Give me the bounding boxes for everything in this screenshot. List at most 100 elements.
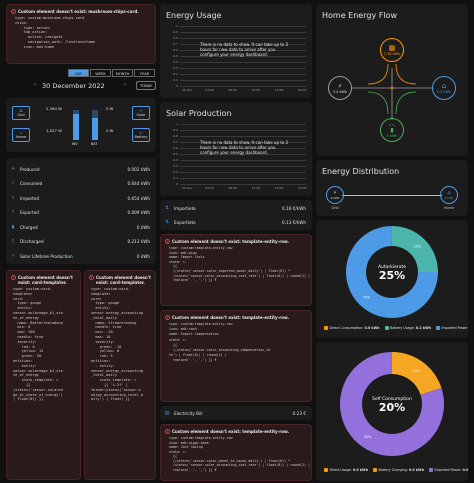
energy-list-row[interactable]: ▯ Discharged 0.213 kWh bbox=[6, 235, 156, 249]
donut-slice[interactable] bbox=[392, 226, 438, 272]
slice-label: 25% bbox=[414, 245, 421, 249]
transmission-tower-icon: ⇅ bbox=[165, 205, 169, 211]
x-tick-label: 30 Dec bbox=[182, 88, 193, 92]
gridline bbox=[180, 160, 306, 161]
row-label: Exportiete bbox=[174, 219, 196, 225]
gridline bbox=[180, 124, 306, 125]
battery-box[interactable]: ▭ Battery bbox=[132, 128, 150, 142]
home-node[interactable]: ⌂ 1.3 kWh bbox=[432, 76, 456, 100]
period-year-button[interactable]: YEAR bbox=[134, 69, 155, 77]
import-costs-error-card: ! Custom element doesn't exist: template-… bbox=[160, 234, 312, 306]
home-label: Home bbox=[15, 135, 27, 139]
today-button[interactable]: TODAY bbox=[136, 81, 156, 90]
solar-label: Solar bbox=[136, 113, 146, 117]
cost-saving-error-card: ! Custom element doesn't exist: template-… bbox=[160, 424, 312, 481]
slice-label: 75% bbox=[363, 295, 370, 299]
receipt-icon: ▤ bbox=[164, 410, 170, 416]
legend-value: 0.0 kWh bbox=[364, 326, 380, 330]
home-box[interactable]: ⌂ Home bbox=[12, 128, 30, 142]
card-title: Energy Usage bbox=[166, 11, 222, 20]
legend-name: Direct Usage bbox=[329, 468, 351, 472]
prev-date-icon[interactable]: ‹ bbox=[34, 82, 36, 88]
legend-item[interactable]: Battery Usage: 0.2 kWh bbox=[384, 326, 431, 330]
import-price-row[interactable]: ⇅ Importiete 0.16 €/kWh bbox=[160, 201, 312, 215]
gridline bbox=[180, 142, 306, 143]
legend-value: 0.0 kWh bbox=[408, 468, 425, 472]
donut-slice[interactable] bbox=[340, 352, 444, 456]
period-day-button[interactable]: DAY bbox=[68, 69, 89, 77]
error-icon: ! bbox=[11, 275, 16, 280]
grid-box[interactable]: ⌘ Grid bbox=[12, 106, 30, 120]
export-price-row[interactable]: ⇅ Exportiete 0.13 €/kWh bbox=[160, 215, 312, 229]
y-tick-label: 0.1 bbox=[173, 78, 178, 82]
legend-item[interactable]: Battery Charging: 0.0 kWh bbox=[373, 468, 424, 472]
energy-list-row[interactable]: ⇧ Exported 0.009 kWh bbox=[6, 206, 156, 220]
x-tick-label: 04:00 bbox=[205, 186, 214, 190]
row-value: 0.213 kWh bbox=[127, 239, 150, 244]
next-date-icon[interactable]: › bbox=[124, 82, 126, 88]
gridline bbox=[180, 44, 306, 45]
solar-right-value: 0 W bbox=[106, 128, 114, 133]
legend-item[interactable]: Direct Usage: 0.0 kWh bbox=[324, 468, 368, 472]
legend-swatch bbox=[324, 468, 328, 472]
dist-grid-node[interactable]: ⚡ 0 kWh bbox=[326, 186, 344, 204]
error-code: type: custom:card- templater card: type:… bbox=[91, 287, 143, 402]
legend-value: 0.0 kWh bbox=[352, 468, 369, 472]
transmission-tower-icon: ⚡ bbox=[333, 190, 337, 196]
energy-usage-chart: 1 0.9 0.8 0.7 0.6 0.5 0.4 0.3 0.2 0.1 0 30 Dec 04:00… bbox=[160, 22, 312, 94]
y-tick-label: 0.6 bbox=[173, 146, 178, 150]
row-value: 0 kWh bbox=[136, 224, 150, 230]
energy-list-row[interactable]: ⚡ Consumed 0.644 kWh bbox=[6, 177, 156, 191]
energy-usage-card: Energy Usage 1 0.9 0.8 0.7 0.6 0.5 0.4 0.3 0.2 0.… bbox=[160, 4, 312, 98]
period-month-button[interactable]: MONTH bbox=[112, 69, 133, 77]
y-tick-label: 0.6 bbox=[173, 48, 178, 52]
transmission-tower-icon: ⚡ bbox=[337, 82, 343, 90]
x-tick-label: 08:00 bbox=[228, 88, 238, 92]
x-tick-label: 04:00 bbox=[205, 88, 214, 92]
mushroom-chips-error-card: ! Custom element doesn't exist: mushroom-… bbox=[6, 4, 156, 64]
error-icon: ! bbox=[89, 275, 94, 280]
power-distribution-card: ⌘ Grid ⌂ Home ☀ Solar ▭ Battery 2,364 W 1,52… bbox=[6, 98, 156, 152]
electricity-bill-row[interactable]: ▤ Electricity Bill 0.23 € bbox=[160, 406, 312, 420]
error-title: Custom element doesn't exist: card-templ… bbox=[18, 275, 73, 285]
y-tick-label: 0.4 bbox=[173, 60, 178, 64]
energy-list-row[interactable]: ☼ Solar Lifetime Production 0 kWh bbox=[6, 249, 156, 263]
row-label: Imported bbox=[20, 195, 40, 201]
error-code: type: custom:template-entity-row icon: m… bbox=[169, 322, 271, 363]
solar-node[interactable]: ▦ 1.38 kWh bbox=[380, 38, 404, 62]
no-data-message: There is no data to show. It can take up… bbox=[200, 42, 289, 57]
energy-list-row[interactable]: ⇩ Imported 0.654 kWh bbox=[6, 191, 156, 205]
error-title: Custom element doesn't exist: mushroom-c… bbox=[18, 9, 139, 14]
legend-swatch bbox=[435, 326, 440, 330]
battery-percent: 5 % bbox=[389, 122, 395, 127]
y-tick-label: 0.2 bbox=[173, 170, 178, 174]
y-tick-label: 0.3 bbox=[173, 66, 178, 70]
battery-node[interactable]: 5 % ▮ 0 kWh bbox=[380, 118, 404, 142]
electricity-bill-card: ▤ Electricity Bill 0.23 € bbox=[160, 406, 312, 420]
current-date: 30 December 2022 bbox=[42, 82, 105, 90]
y-tick-label: 0 bbox=[176, 182, 178, 186]
period-week-button[interactable]: WEEK bbox=[90, 69, 111, 77]
x-tick-label: 16:00 bbox=[274, 186, 284, 190]
error-code: type: custom:template-entity-row icon: m… bbox=[169, 246, 310, 283]
donut-slice[interactable] bbox=[392, 352, 442, 395]
transmission-tower-icon: ⇅ bbox=[165, 219, 169, 225]
bat-label: BAT bbox=[91, 142, 98, 146]
legend-name: Direct Consumption bbox=[329, 326, 363, 330]
grid-node[interactable]: ⚡ 3.4 kWh bbox=[328, 76, 352, 100]
solar-box[interactable]: ☀ Solar bbox=[132, 106, 150, 120]
legend-item[interactable]: Direct Consumption: 0.0 kWh bbox=[324, 326, 380, 330]
error-icon: ! bbox=[165, 239, 170, 244]
row-label: Importiete bbox=[174, 205, 196, 211]
gridline bbox=[180, 68, 306, 69]
inv-bar bbox=[73, 110, 79, 140]
dist-home-node[interactable]: ⌂ 0 kWh bbox=[440, 186, 458, 204]
lifetime-icon: ☼ bbox=[10, 253, 16, 259]
legend-item[interactable]: Exported Power: 0.0 kWh bbox=[429, 468, 468, 472]
energy-list-row[interactable]: ☀ Produced 0.002 kWh bbox=[6, 162, 156, 176]
donut-slice[interactable] bbox=[346, 226, 438, 318]
energy-list-row[interactable]: ▮ Charged 0 kWh bbox=[6, 220, 156, 234]
home-icon: ⌂ bbox=[19, 131, 23, 135]
legend-item[interactable]: Imported Power: 0.6 kWh bbox=[435, 326, 468, 330]
